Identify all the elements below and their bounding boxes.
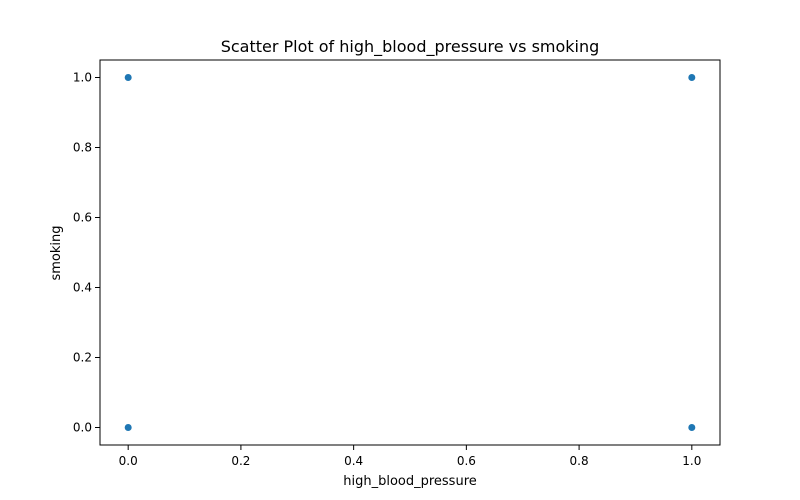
y-axis-ticks: 0.0 0.2 0.4 0.6 0.8 1.0 [73, 71, 100, 435]
x-tick-label: 0.4 [344, 454, 363, 468]
x-tick-label: 0.6 [457, 454, 476, 468]
scatter-point [124, 74, 132, 81]
scatter-point [688, 74, 696, 81]
x-axis-label: high_blood_pressure [343, 474, 477, 489]
x-tick-label: 0.2 [231, 454, 250, 468]
data-points [124, 74, 696, 431]
x-tick-label: 1.0 [682, 454, 701, 468]
y-tick-label: 1.0 [73, 71, 92, 85]
y-tick-label: 0.6 [73, 211, 92, 225]
y-tick-label: 0.4 [73, 281, 92, 295]
y-axis-label: smoking [49, 225, 64, 280]
axes-frame [99, 59, 721, 446]
chart-title: Scatter Plot of high_blood_pressure vs s… [221, 37, 600, 57]
scatter-point [124, 424, 132, 431]
x-tick-label: 0.8 [570, 454, 589, 468]
x-axis-ticks: 0.0 0.2 0.4 0.6 0.8 1.0 [119, 445, 701, 468]
y-tick-label: 0.0 [73, 421, 92, 435]
x-tick-label: 0.0 [119, 454, 138, 468]
scatter-point [688, 424, 696, 431]
y-tick-label: 0.2 [73, 351, 92, 365]
y-tick-label: 0.8 [73, 141, 92, 155]
